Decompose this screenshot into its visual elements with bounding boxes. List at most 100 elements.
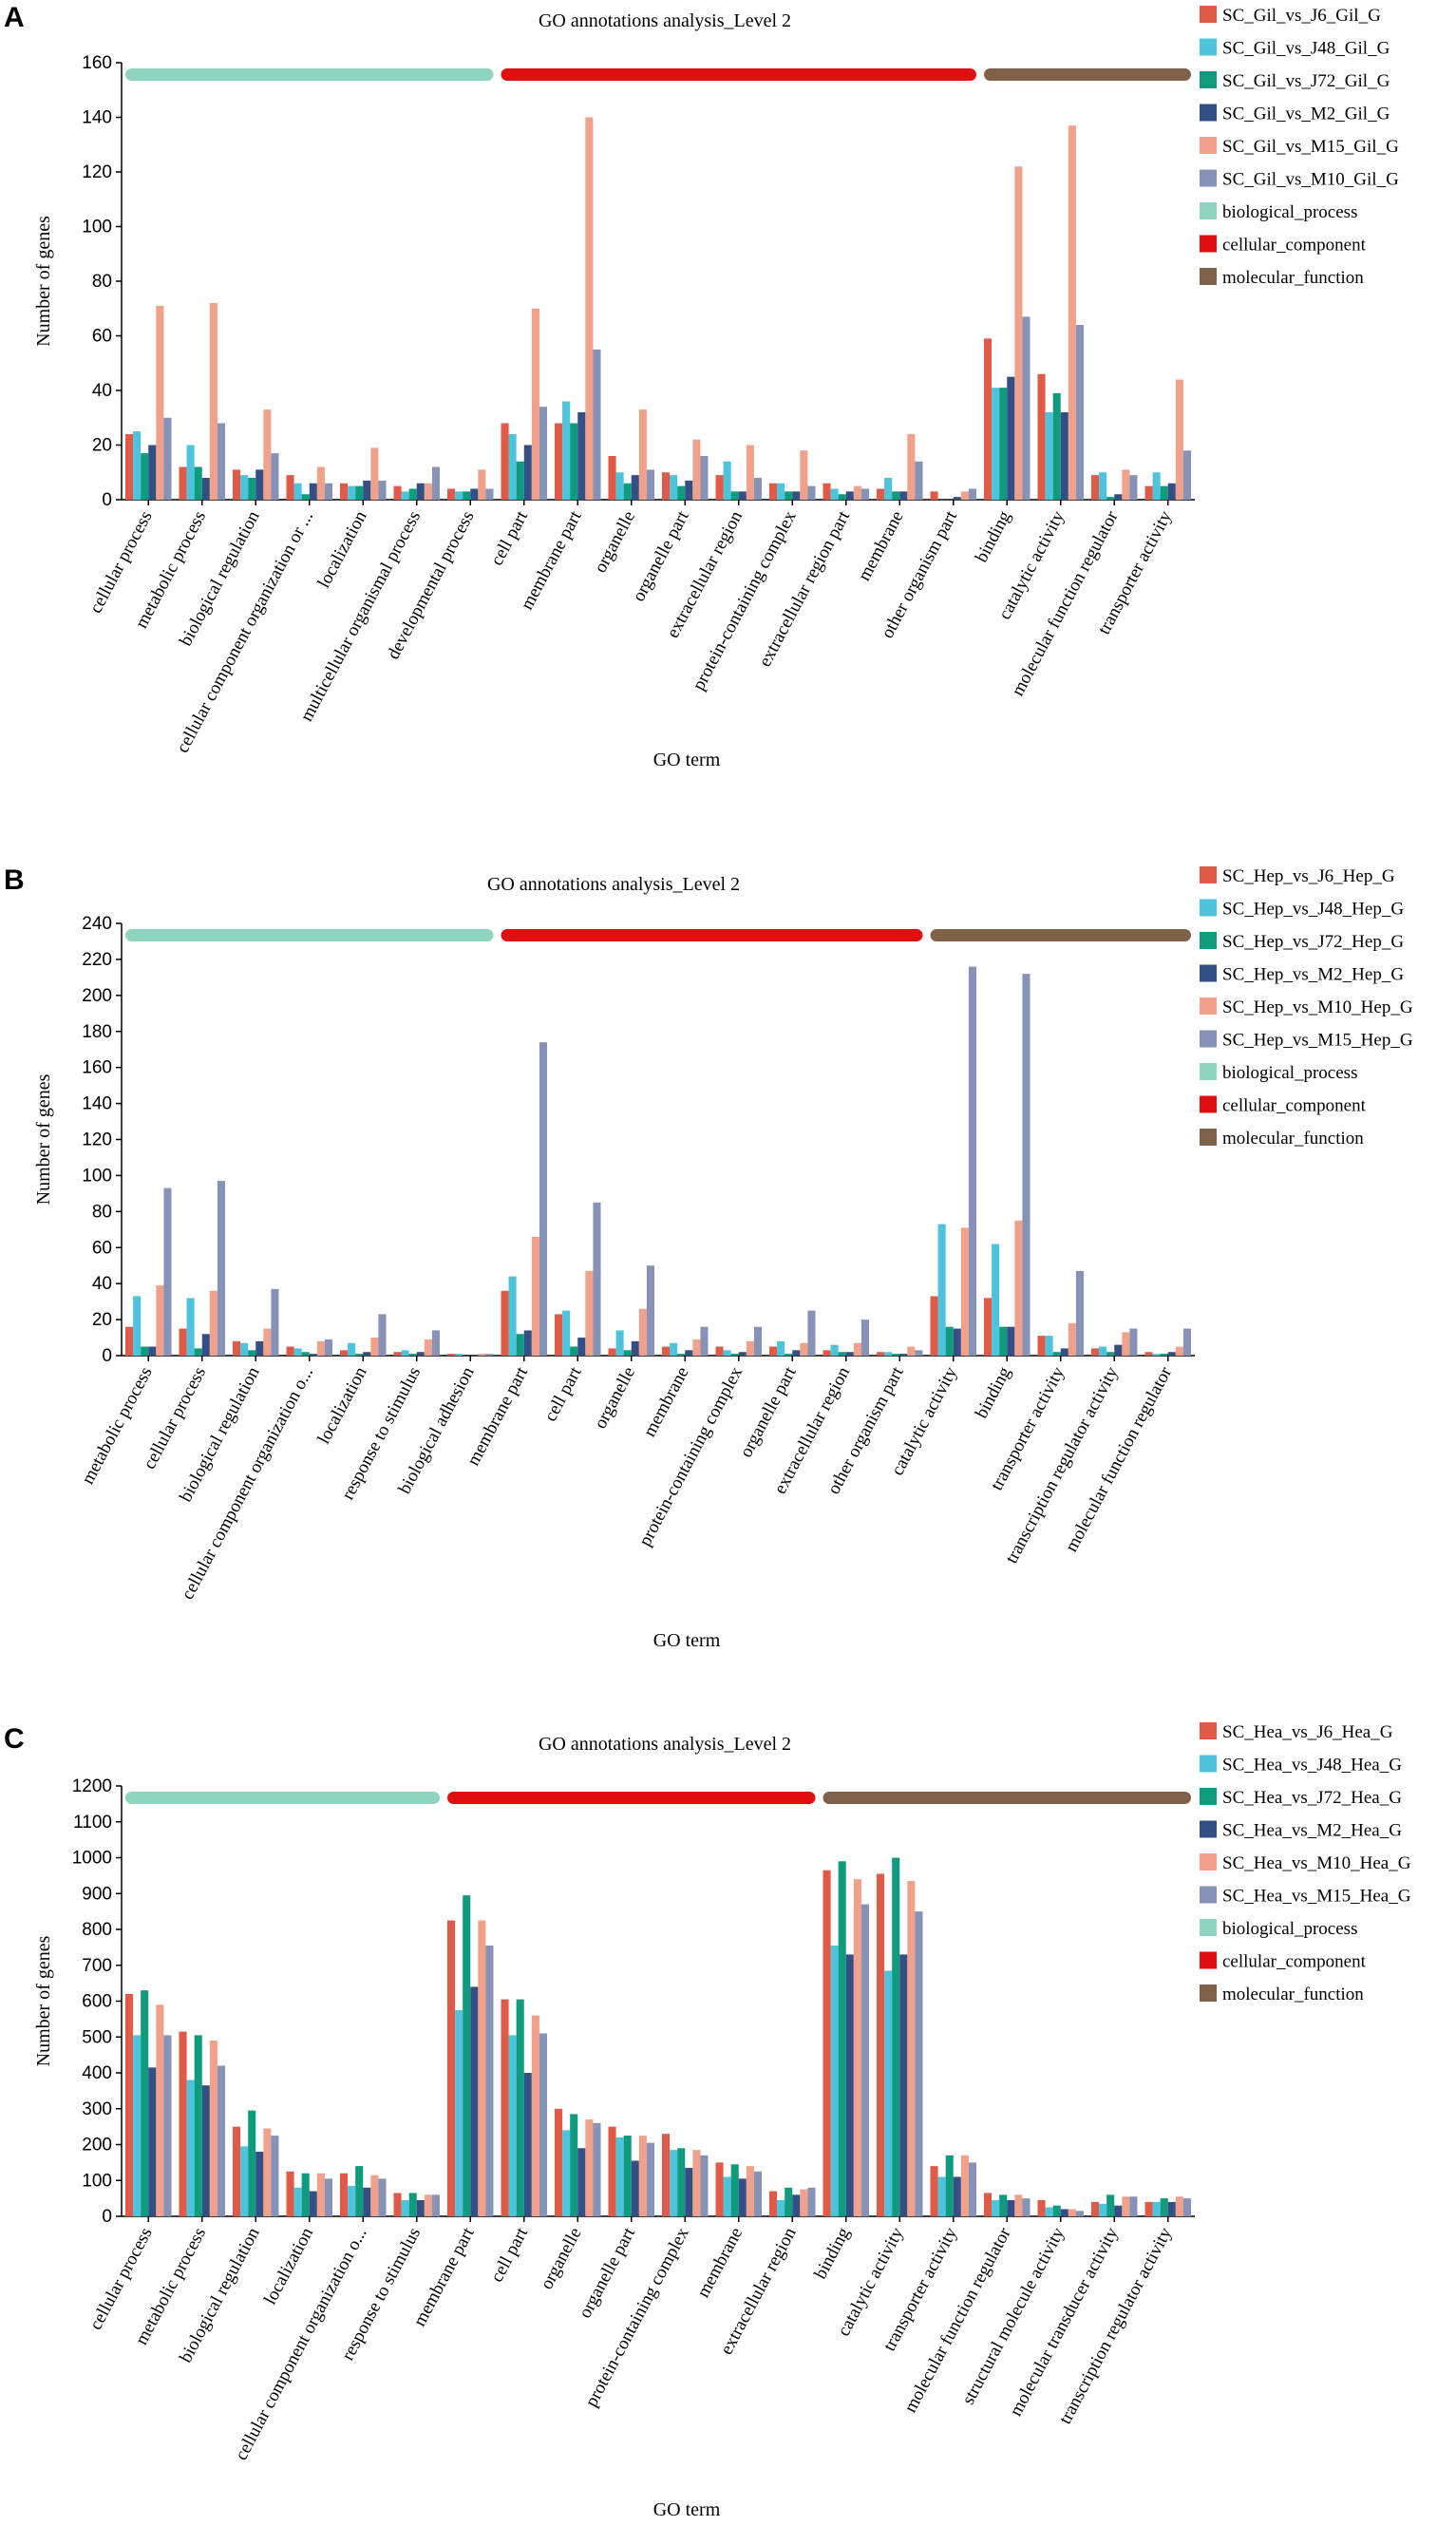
bar-sc-hea-vs-j72-hea-g-localization bbox=[301, 2173, 310, 2216]
bar-sc-hep-vs-j48-hep-g-other-organism-part bbox=[884, 1352, 893, 1356]
bar-sc-gil-vs-m2-gil-g-molecular-function-regulator bbox=[1114, 494, 1123, 500]
bar-sc-gil-vs-m2-gil-g-extracellular-region-part bbox=[845, 491, 854, 500]
bar-sc-gil-vs-m15-gil-g-binding bbox=[1014, 166, 1023, 500]
bar-sc-hep-vs-m2-hep-g-catalytic-activity bbox=[953, 1328, 961, 1356]
bar-sc-gil-vs-j6-gil-g-catalytic-activity bbox=[1037, 373, 1046, 500]
bar-sc-gil-vs-m10-gil-g-extracellular-region bbox=[753, 478, 762, 500]
bar-sc-hea-vs-m10-hea-g-transporter-activity bbox=[960, 2155, 969, 2216]
bar-sc-hep-vs-m15-hep-g-response-to-stimulus bbox=[431, 1330, 440, 1356]
bar-sc-hep-vs-j6-hep-g-extracellular-region bbox=[823, 1350, 831, 1356]
x-tick-label-organelle-part: organelle part bbox=[575, 2224, 639, 2322]
bar-sc-gil-vs-m10-gil-g-biological-regulation bbox=[271, 453, 279, 500]
y-tick-label: 240 bbox=[82, 914, 112, 934]
bar-sc-hea-vs-m2-hea-g-protein-containing-complex bbox=[685, 2168, 693, 2216]
chart-panel-b: B GO annotations analysis_Level 2 0 20 40 60 8… bbox=[4, 864, 1413, 1651]
bar-sc-hep-vs-j6-hep-g-membrane bbox=[662, 1346, 671, 1356]
legend-swatch-sc-hep-vs-j48-hep-g bbox=[1200, 899, 1217, 917]
bar-sc-hea-vs-m15-hea-g-metabolic-process bbox=[217, 2065, 225, 2216]
bar-sc-gil-vs-j6-gil-g-biological-regulation bbox=[233, 469, 241, 500]
bar-sc-hea-vs-j6-hea-g-transporter-activity bbox=[930, 2166, 938, 2216]
bar-sc-hea-vs-m15-hea-g-organelle-part bbox=[646, 2142, 654, 2216]
bar-sc-hea-vs-j6-hea-g-catalytic-activity bbox=[877, 1873, 885, 2216]
bar-sc-gil-vs-m15-gil-g-cell-part bbox=[531, 308, 539, 500]
bar-sc-hea-vs-m15-hea-g-biological-regulation bbox=[271, 2136, 279, 2216]
x-tick-label-membrane: membrane bbox=[693, 2224, 747, 2301]
bar-sc-hea-vs-j72-hea-g-cellular-process bbox=[141, 1990, 149, 2216]
y-tick-label: 160 bbox=[82, 53, 112, 73]
bar-sc-hep-vs-m10-hep-g-localization bbox=[370, 1338, 379, 1356]
bar-sc-gil-vs-m10-gil-g-cellular-process bbox=[163, 417, 172, 500]
bar-sc-hep-vs-m10-hep-g-biological-regulation bbox=[263, 1328, 272, 1356]
bar-sc-hea-vs-j72-hea-g-biological-regulation bbox=[248, 2110, 256, 2216]
y-tick-label: 60 bbox=[92, 327, 112, 347]
bar-sc-hea-vs-j72-hea-g-transporter-activity bbox=[945, 2155, 954, 2216]
bar-sc-hep-vs-j48-hep-g-organelle bbox=[615, 1330, 624, 1356]
bar-sc-hea-vs-j6-hea-g-molecular-transducer-activity bbox=[1091, 2201, 1100, 2216]
x-tick-label-localization: localization bbox=[314, 1363, 371, 1448]
bar-sc-hea-vs-m15-hea-g-molecular-transducer-activity bbox=[1129, 2196, 1138, 2216]
bar-sc-gil-vs-m10-gil-g-other-organism-part bbox=[968, 488, 976, 500]
y-axis-title: Number of genes bbox=[33, 216, 54, 347]
bar-sc-hep-vs-j6-hep-g-cellular-process bbox=[179, 1328, 187, 1356]
bar-sc-hea-vs-m10-hea-g-molecular-function-regulator bbox=[1014, 2194, 1023, 2216]
bar-sc-gil-vs-m2-gil-g-metabolic-process bbox=[201, 478, 210, 500]
bar-sc-hep-vs-m10-hep-g-metabolic-process bbox=[156, 1285, 164, 1356]
bar-sc-gil-vs-m10-gil-g-membrane-part bbox=[593, 349, 601, 500]
bar-sc-hep-vs-j6-hep-g-binding bbox=[984, 1298, 993, 1356]
bar-sc-hea-vs-m2-hea-g-molecular-transducer-activity bbox=[1114, 2205, 1123, 2216]
legend-label: SC_Gil_vs_M15_Gil_G bbox=[1222, 137, 1399, 157]
bar-sc-gil-vs-j48-gil-g-cell-part bbox=[508, 434, 517, 500]
bar-sc-hep-vs-m2-hep-g-other-organism-part bbox=[899, 1354, 908, 1356]
bar-sc-hea-vs-j72-hea-g-membrane-part bbox=[463, 1895, 471, 2216]
bar-sc-gil-vs-m2-gil-g-organelle bbox=[631, 475, 639, 500]
bar-sc-hea-vs-j48-hea-g-transcription-regulator-activity bbox=[1152, 2201, 1161, 2216]
legend-label: SC_Hep_vs_J48_Hep_G bbox=[1222, 900, 1404, 920]
bar-sc-hea-vs-j72-hea-g-response-to-stimulus bbox=[408, 2193, 417, 2216]
bar-sc-hep-vs-m2-hep-g-cell-part bbox=[577, 1338, 586, 1356]
y-tick-label: 120 bbox=[82, 162, 112, 182]
bar-sc-gil-vs-j48-gil-g-biological-regulation bbox=[240, 475, 249, 500]
bar-sc-hea-vs-m15-hea-g-extracellular-region bbox=[807, 2187, 816, 2216]
bar-sc-hea-vs-m2-hea-g-structural-molecule-activity bbox=[1060, 2209, 1068, 2216]
bar-sc-hep-vs-j48-hep-g-metabolic-process bbox=[133, 1296, 142, 1356]
y-tick-label: 40 bbox=[92, 1274, 112, 1294]
legend-label: SC_Hep_vs_J72_Hep_G bbox=[1222, 932, 1404, 952]
bar-sc-gil-vs-m2-gil-g-multicellular-organismal-process bbox=[416, 483, 425, 500]
y-tick-label: 20 bbox=[92, 1310, 112, 1330]
group-bar-molecular-function bbox=[930, 929, 1191, 941]
legend-label: SC_Hep_vs_J6_Hep_G bbox=[1222, 866, 1395, 886]
bar-sc-gil-vs-m10-gil-g-organelle bbox=[646, 469, 654, 500]
bar-sc-hep-vs-j72-hep-g-localization bbox=[355, 1354, 364, 1356]
group-bar-biological-process bbox=[125, 1792, 440, 1804]
bar-sc-gil-vs-j6-gil-g-molecular-function-regulator bbox=[1091, 475, 1100, 500]
legend-label: molecular_function bbox=[1222, 1129, 1364, 1149]
legend-swatch-sc-gil-vs-j48-gil-g bbox=[1200, 38, 1217, 56]
bar-sc-gil-vs-j6-gil-g-metabolic-process bbox=[179, 466, 187, 500]
legend-swatch-cellular-component bbox=[1200, 235, 1217, 253]
x-tick-label-organelle-part: organelle part bbox=[736, 1363, 801, 1461]
bar-sc-gil-vs-m2-gil-g-other-organism-part bbox=[953, 497, 961, 500]
bar-sc-hep-vs-j72-hep-g-binding bbox=[999, 1326, 1008, 1356]
bar-sc-gil-vs-j72-gil-g-cellular-process bbox=[141, 453, 149, 500]
bar-sc-hea-vs-m2-hea-g-binding bbox=[845, 1954, 854, 2216]
x-tick-label-cell-part: cell part bbox=[487, 507, 533, 569]
bar-sc-hea-vs-j6-hea-g-localization bbox=[286, 2171, 294, 2216]
bar-sc-hea-vs-m2-hea-g-transcription-regulator-activity bbox=[1167, 2201, 1176, 2216]
bar-sc-gil-vs-m15-gil-g-membrane bbox=[907, 434, 916, 500]
bar-sc-hep-vs-m10-hep-g-transporter-activity bbox=[1068, 1322, 1076, 1356]
bar-sc-gil-vs-m15-gil-g-membrane-part bbox=[585, 117, 594, 500]
bar-sc-hea-vs-j72-hea-g-binding bbox=[838, 1861, 846, 2216]
bar-sc-gil-vs-m15-gil-g-catalytic-activity bbox=[1068, 125, 1076, 500]
bar-sc-hep-vs-j72-hep-g-cellular-process bbox=[194, 1348, 202, 1356]
legend-swatch-molecular-function bbox=[1200, 1985, 1217, 2002]
bar-sc-hea-vs-m2-hea-g-cellular-process bbox=[148, 2067, 157, 2216]
bar-sc-hea-vs-j6-hea-g-structural-molecule-activity bbox=[1037, 2200, 1046, 2216]
x-tick-label-binding: binding bbox=[972, 507, 1015, 566]
bar-sc-hea-vs-m15-hea-g-cellular-process bbox=[163, 2035, 172, 2216]
bar-sc-hep-vs-m10-hep-g-binding bbox=[1014, 1220, 1023, 1356]
bar-sc-hea-vs-m10-hea-g-binding bbox=[853, 1879, 861, 2216]
bar-sc-hep-vs-m15-hep-g-molecular-function-regulator bbox=[1182, 1328, 1191, 1356]
bar-sc-hep-vs-m2-hep-g-biological-regulation bbox=[255, 1340, 264, 1356]
bar-sc-gil-vs-j48-gil-g-developmental-process bbox=[455, 491, 463, 500]
